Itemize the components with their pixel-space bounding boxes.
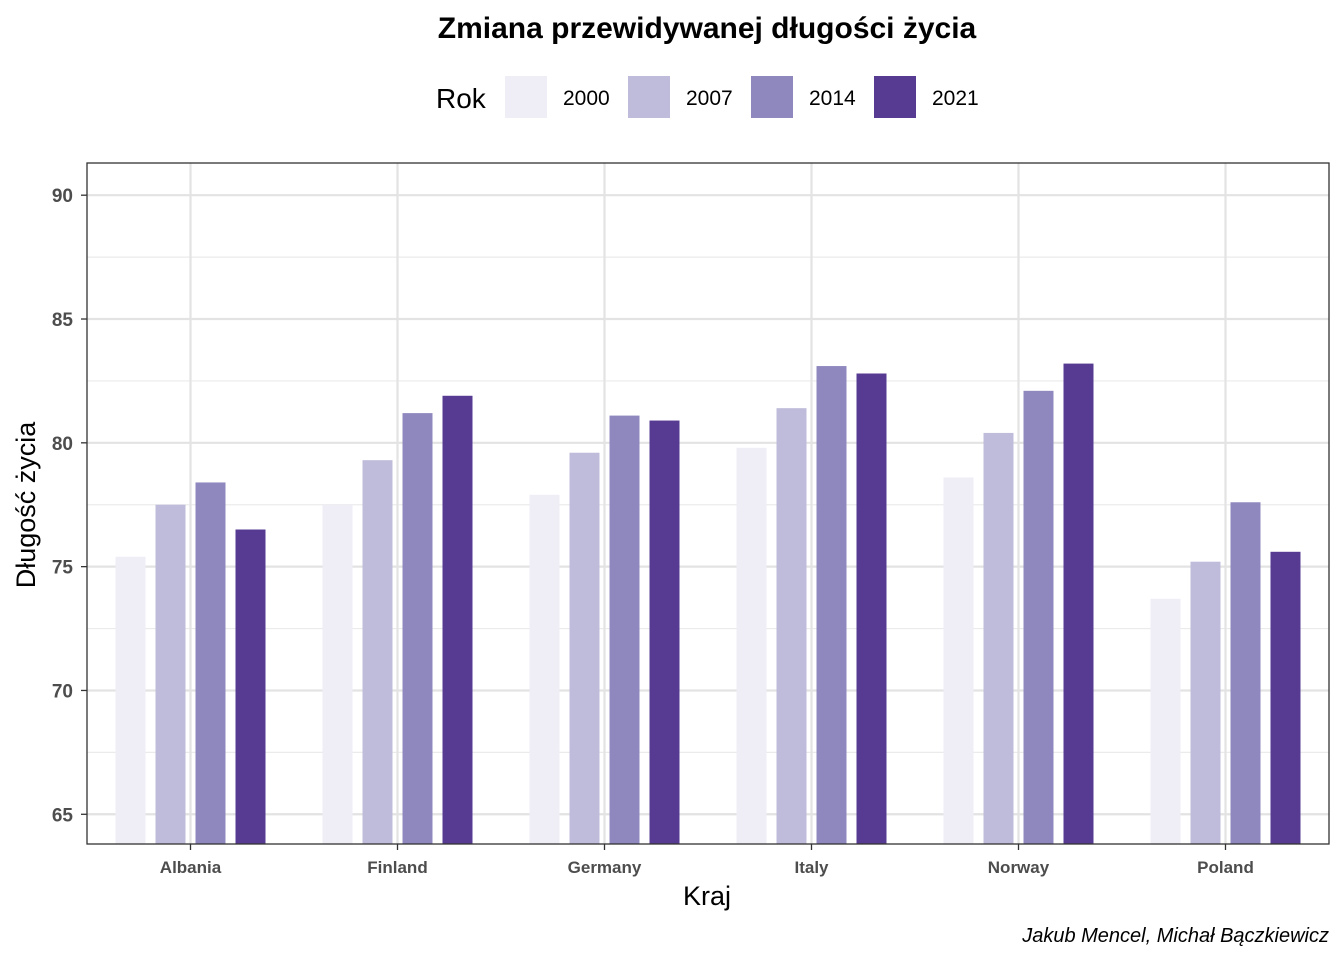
x-tick-label: Germany <box>568 858 642 877</box>
legend-title: Rok <box>436 83 487 114</box>
bar-poland-2000 <box>1150 598 1181 844</box>
x-tick-label: Finland <box>367 858 427 877</box>
x-tick-label: Italy <box>794 858 829 877</box>
y-axis: 65 70 75 80 85 90 <box>52 186 87 826</box>
bar-finland-2000 <box>322 504 353 844</box>
bar-germany-2007 <box>569 452 600 844</box>
y-tick-label: 75 <box>52 558 74 579</box>
bar-germany-2000 <box>529 494 560 844</box>
legend-label-2007: 2007 <box>686 87 733 110</box>
bar-italy-2021 <box>856 373 887 844</box>
y-tick-label: 90 <box>52 186 73 207</box>
x-tick-label: Albania <box>160 858 222 877</box>
legend: Rok 2000 2007 2014 2021 <box>436 76 979 118</box>
bar-italy-2014 <box>816 366 847 844</box>
bar-norway-2021 <box>1063 363 1094 844</box>
y-axis-title: Długość życia <box>11 421 41 589</box>
y-tick-label: 80 <box>52 434 73 455</box>
bar-germany-2021 <box>649 420 680 844</box>
bar-finland-2021 <box>442 395 473 844</box>
caption: Jakub Mencel, Michał Bączkiewicz <box>1021 925 1329 947</box>
x-tick-label: Poland <box>1197 858 1254 877</box>
x-axis: Albania Finland Germany Italy Norway Poland <box>160 844 1254 877</box>
bar-finland-2007 <box>362 460 393 844</box>
legend-key-2021 <box>874 76 916 118</box>
bars <box>115 363 1301 844</box>
y-tick-label: 70 <box>52 681 73 702</box>
x-tick-label: Norway <box>988 858 1050 877</box>
legend-key-2000 <box>505 76 547 118</box>
legend-label-2021: 2021 <box>932 87 979 110</box>
x-axis-title: Kraj <box>683 881 731 911</box>
legend-key-2014 <box>751 76 793 118</box>
legend-label-2014: 2014 <box>809 87 856 110</box>
legend-label-2000: 2000 <box>563 87 610 110</box>
bar-italy-2007 <box>776 408 807 844</box>
y-tick-label: 85 <box>52 310 74 331</box>
panel-border <box>86 162 1330 845</box>
bar-norway-2000 <box>943 477 974 844</box>
bar-albania-2000 <box>115 556 146 844</box>
bar-albania-2014 <box>195 482 226 844</box>
y-tick-label: 65 <box>52 805 74 826</box>
bar-poland-2007 <box>1190 561 1221 844</box>
bar-germany-2014 <box>609 415 640 844</box>
bar-finland-2014 <box>402 413 433 844</box>
bar-poland-2021 <box>1270 551 1301 844</box>
bar-italy-2000 <box>736 447 767 844</box>
bar-albania-2007 <box>155 504 186 844</box>
chart-title: Zmiana przewidywanej długości życia <box>438 12 977 45</box>
bar-albania-2021 <box>235 529 266 844</box>
bar-norway-2014 <box>1023 390 1054 844</box>
bar-poland-2014 <box>1230 502 1261 844</box>
bar-norway-2007 <box>983 432 1014 844</box>
legend-key-2007 <box>628 76 670 118</box>
gridlines <box>87 163 1329 844</box>
